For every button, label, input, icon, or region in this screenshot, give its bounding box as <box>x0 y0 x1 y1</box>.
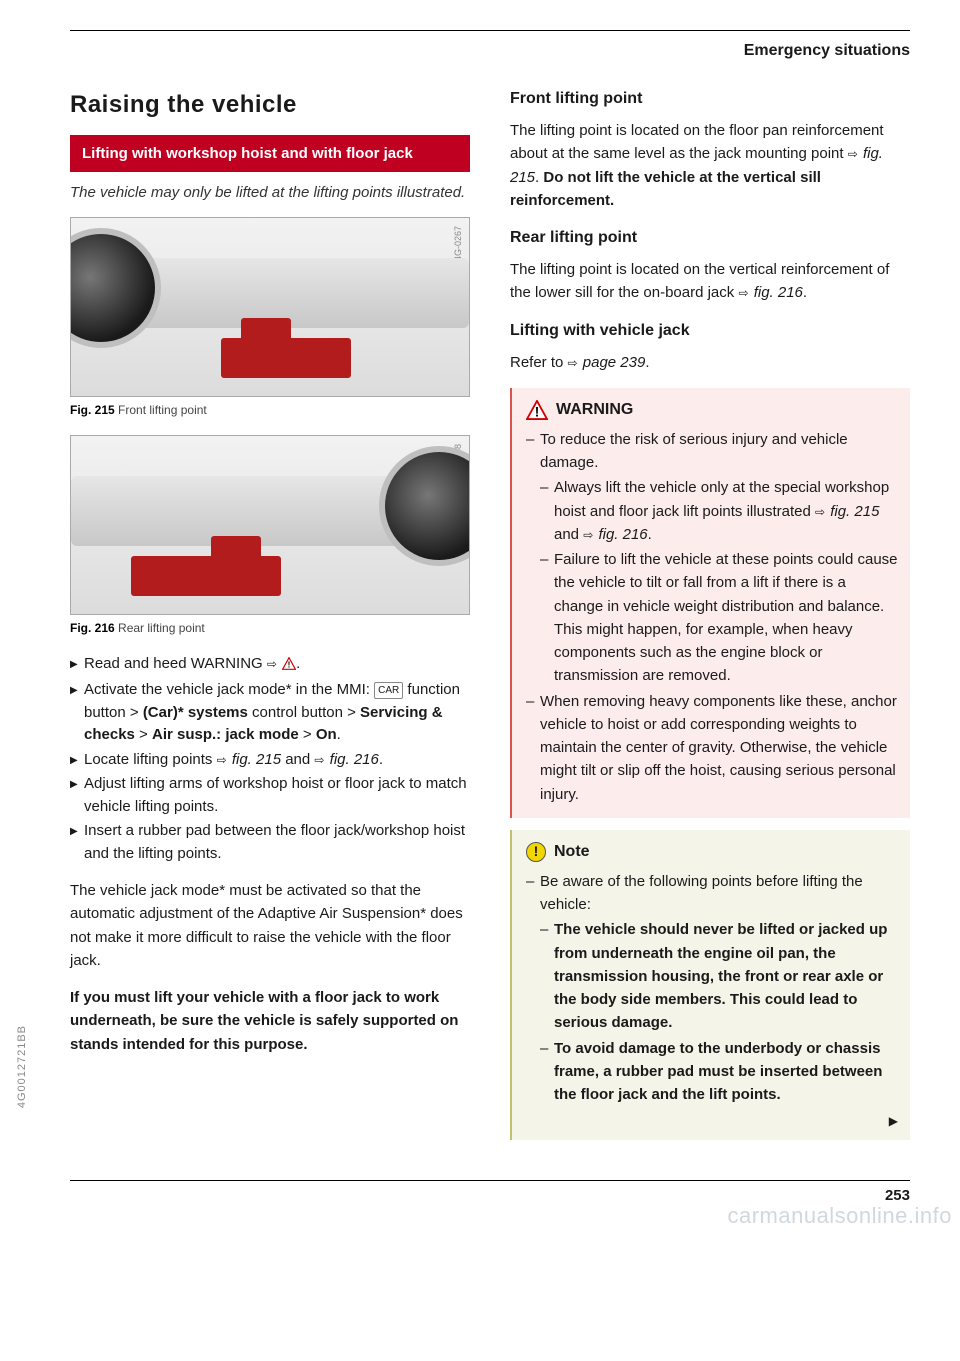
svg-text:!: ! <box>288 660 291 669</box>
note-callout: ! Note Be aware of the following points … <box>510 830 910 1141</box>
step-2-text-f: > <box>135 726 152 743</box>
p3a: Refer to <box>510 354 568 371</box>
document-side-code: 4G0012721BB <box>14 1025 31 1108</box>
subsection-red-heading: Lifting with workshop hoist and with flo… <box>70 135 470 172</box>
w1-ref1: fig. 215 <box>830 503 879 520</box>
rear-lifting-text: The lifting point is located on the vert… <box>510 258 910 305</box>
step-2-bold-c: (Car)* systems <box>143 704 248 721</box>
bullet-icon: ▶ <box>70 679 84 747</box>
step-4: ▶ Adjust lifting arms of workshop hoist … <box>70 773 470 818</box>
step-2-bold-g: Air susp.: jack mode <box>152 726 299 743</box>
p3c: . <box>645 354 649 371</box>
p2c: . <box>803 284 807 301</box>
figure-215: B4G-0267 <box>70 217 470 397</box>
step-3: ▶ Locate lifting points fig. 215 and fig… <box>70 749 470 772</box>
header-rule <box>70 30 910 31</box>
step-1: ▶ Read and heed WARNING !. <box>70 653 470 678</box>
note-title: Note <box>554 840 590 864</box>
svg-text:!: ! <box>535 404 540 419</box>
p2-ref: fig. 216 <box>754 284 803 301</box>
warning-item-3: When removing heavy components like thes… <box>526 690 898 806</box>
p1a: The lifting point is located on the floo… <box>510 122 884 162</box>
chapter-title: Emergency situations <box>70 39 910 63</box>
continue-arrow-icon: ▶ <box>889 1112 898 1130</box>
p2a: The lifting point is located on the vert… <box>510 261 889 301</box>
vehicle-jack-text: Refer to page 239. <box>510 351 910 374</box>
warning-triangle-icon: ! <box>282 655 296 678</box>
step-3-text-e: . <box>379 751 383 768</box>
step-5: ▶ Insert a rubber pad between the floor … <box>70 820 470 865</box>
bullet-icon: ▶ <box>70 653 84 678</box>
bullet-icon: ▶ <box>70 773 84 818</box>
figure-216-num: Fig. 216 <box>70 621 115 635</box>
link-arrow-icon <box>583 526 594 543</box>
step-4-text: Adjust lifting arms of workshop hoist or… <box>84 773 470 818</box>
watermark-text: carmanualsonline.info <box>727 1199 952 1232</box>
note-item-2-bold: To avoid damage to the underbody or chas… <box>554 1040 882 1104</box>
warning-top-text: To reduce the risk of serious injury and… <box>540 431 848 471</box>
link-arrow-icon <box>815 503 826 520</box>
step-1-text: Read and heed WARNING <box>84 655 267 672</box>
paragraph-stands-bold: If you must lift your vehicle with a flo… <box>70 989 458 1053</box>
step-5-text: Insert a rubber pad between the floor ja… <box>84 820 470 865</box>
left-column: Raising the vehicle Lifting with worksho… <box>70 87 470 1152</box>
figure-216-caption: Fig. 216 Rear lifting point <box>70 619 470 637</box>
warning-item-1: Always lift the vehicle only at the spec… <box>540 476 898 546</box>
note-top: Be aware of the following points before … <box>526 870 898 1107</box>
car-button-icon: CAR <box>374 682 403 699</box>
w1e: . <box>648 526 652 543</box>
link-arrow-icon <box>267 655 278 672</box>
link-arrow-icon <box>848 145 859 162</box>
warning-top: To reduce the risk of serious injury and… <box>526 428 898 688</box>
note-top-text: Be aware of the following points before … <box>540 873 863 913</box>
paragraph-jack-mode: The vehicle jack mode* must be activated… <box>70 879 470 972</box>
link-arrow-icon <box>314 751 325 768</box>
warning-callout: ! WARNING To reduce the risk of serious … <box>510 388 910 818</box>
note-item-1: The vehicle should never be lifted or ja… <box>540 918 898 1034</box>
warning-triangle-icon: ! <box>526 400 548 420</box>
warning-title: WARNING <box>556 398 633 422</box>
step-2-bold-i: On <box>316 726 337 743</box>
note-item-2: To avoid damage to the underbody or chas… <box>540 1037 898 1107</box>
front-lifting-heading: Front lifting point <box>510 87 910 111</box>
step-2: ▶ Activate the vehicle jack mode* in the… <box>70 679 470 747</box>
p3-ref: page 239 <box>583 354 646 371</box>
step-2-text-d: control button > <box>248 704 360 721</box>
step-3-text-c: and <box>281 751 314 768</box>
step-3-text-a: Locate lifting points <box>84 751 217 768</box>
right-column: Front lifting point The lifting point is… <box>510 87 910 1152</box>
paragraph-stands: If you must lift your vehicle with a flo… <box>70 986 470 1056</box>
step-2-text-a: Activate the vehicle jack mode* in the M… <box>84 681 374 698</box>
bullet-icon: ▶ <box>70 820 84 865</box>
figure-216-label: Rear lifting point <box>118 621 205 635</box>
procedure-list: ▶ Read and heed WARNING !. ▶ Activate th… <box>70 653 470 866</box>
link-arrow-icon <box>568 354 579 371</box>
step-2-text-j: . <box>337 726 341 743</box>
w1-ref2: fig. 216 <box>598 526 647 543</box>
step-3-ref-2: fig. 216 <box>330 751 379 768</box>
section-title: Raising the vehicle <box>70 87 470 123</box>
figure-215-caption: Fig. 215 Front lifting point <box>70 401 470 419</box>
step-2-text-h: > <box>299 726 316 743</box>
warning-item-2: Failure to lift the vehicle at these poi… <box>540 548 898 688</box>
figure-215-label: Front lifting point <box>118 403 207 417</box>
p1-bold: Do not lift the vehicle at the vertical … <box>510 169 821 209</box>
info-circle-icon: ! <box>526 842 546 862</box>
intro-text: The vehicle may only be lifted at the li… <box>70 182 470 205</box>
link-arrow-icon <box>738 284 749 301</box>
vehicle-jack-heading: Lifting with vehicle jack <box>510 319 910 343</box>
step-3-ref-1: fig. 215 <box>232 751 281 768</box>
bullet-icon: ▶ <box>70 749 84 772</box>
link-arrow-icon <box>217 751 228 768</box>
front-lifting-text: The lifting point is located on the floo… <box>510 119 910 212</box>
figure-215-num: Fig. 215 <box>70 403 115 417</box>
rear-lifting-heading: Rear lifting point <box>510 226 910 250</box>
figure-216: B4G-0268 <box>70 435 470 615</box>
note-item-1-bold: The vehicle should never be lifted or ja… <box>554 921 887 1031</box>
w1c: and <box>554 526 583 543</box>
